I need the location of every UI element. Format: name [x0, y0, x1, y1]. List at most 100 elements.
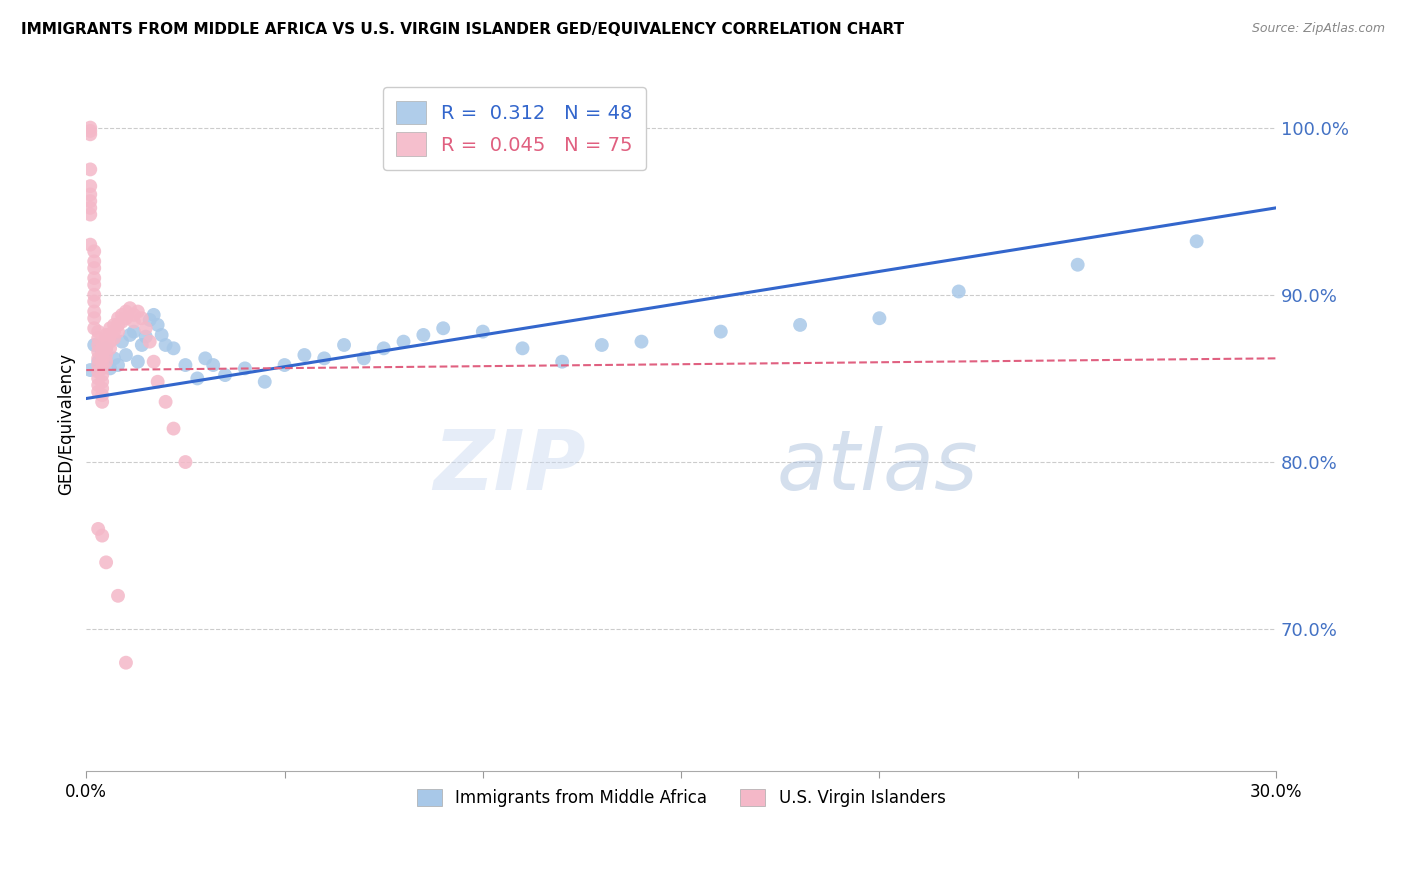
Point: [373, 342, 395, 356]
Point: [127, 354, 149, 368]
Point: [273, 358, 295, 372]
Point: [194, 351, 217, 366]
Text: atlas: atlas: [776, 425, 979, 507]
Point: [94, 334, 117, 349]
Point: [79, 237, 101, 252]
Legend: Immigrants from Middle Africa, U.S. Virgin Islanders: Immigrants from Middle Africa, U.S. Virg…: [408, 780, 953, 815]
Text: IMMIGRANTS FROM MIDDLE AFRICA VS U.S. VIRGIN ISLANDER GED/EQUIVALENCY CORRELATIO: IMMIGRANTS FROM MIDDLE AFRICA VS U.S. VI…: [21, 22, 904, 37]
Text: ZIP: ZIP: [433, 425, 586, 507]
Point: [87, 351, 110, 366]
Point: [91, 348, 114, 362]
Point: [83, 261, 105, 276]
Point: [91, 375, 114, 389]
Point: [103, 331, 125, 345]
Point: [142, 354, 165, 368]
Point: [1185, 235, 1208, 249]
Point: [83, 254, 105, 268]
Point: [233, 361, 256, 376]
Point: [83, 277, 105, 292]
Point: [79, 128, 101, 142]
Point: [139, 313, 162, 327]
Point: [103, 351, 125, 366]
Y-axis label: GED/Equivalency: GED/Equivalency: [58, 353, 75, 495]
Point: [146, 318, 169, 332]
Point: [83, 321, 105, 335]
Point: [91, 388, 114, 402]
Point: [146, 375, 169, 389]
Point: [83, 294, 105, 309]
Point: [131, 311, 153, 326]
Point: [87, 358, 110, 372]
Point: [111, 308, 134, 322]
Point: [79, 162, 101, 177]
Point: [87, 344, 110, 359]
Point: [98, 334, 121, 349]
Point: [186, 371, 208, 385]
Point: [79, 124, 101, 138]
Point: [87, 522, 110, 536]
Point: [79, 363, 101, 377]
Point: [79, 201, 101, 215]
Point: [98, 361, 121, 376]
Point: [868, 311, 890, 326]
Point: [83, 244, 105, 259]
Point: [292, 348, 315, 362]
Point: [91, 528, 114, 542]
Point: [551, 354, 574, 368]
Point: [353, 351, 375, 366]
Point: [83, 304, 105, 318]
Point: [94, 555, 117, 569]
Point: [103, 318, 125, 332]
Point: [118, 328, 141, 343]
Point: [91, 381, 114, 395]
Point: [87, 338, 110, 352]
Point: [131, 338, 153, 352]
Point: [1066, 258, 1088, 272]
Point: [432, 321, 454, 335]
Point: [142, 308, 165, 322]
Point: [122, 315, 145, 329]
Point: [162, 342, 184, 356]
Point: [412, 328, 434, 343]
Point: [139, 334, 162, 349]
Point: [91, 368, 114, 382]
Point: [214, 368, 236, 382]
Point: [91, 394, 114, 409]
Point: [333, 338, 356, 352]
Point: [155, 338, 177, 352]
Point: [79, 120, 101, 135]
Point: [91, 361, 114, 376]
Point: [162, 421, 184, 435]
Point: [135, 329, 157, 343]
Point: [789, 318, 811, 332]
Text: Source: ZipAtlas.com: Source: ZipAtlas.com: [1251, 22, 1385, 36]
Point: [122, 325, 145, 339]
Point: [83, 288, 105, 302]
Point: [79, 179, 101, 194]
Point: [98, 328, 121, 343]
Point: [98, 342, 121, 356]
Point: [115, 304, 138, 318]
Point: [91, 354, 114, 368]
Point: [135, 321, 157, 335]
Point: [630, 334, 652, 349]
Point: [87, 354, 110, 368]
Point: [103, 325, 125, 339]
Point: [107, 318, 129, 332]
Point: [115, 348, 138, 362]
Point: [94, 342, 117, 356]
Point: [111, 334, 134, 349]
Point: [94, 342, 117, 356]
Point: [91, 342, 114, 356]
Point: [87, 384, 110, 399]
Point: [87, 371, 110, 385]
Point: [948, 285, 970, 299]
Point: [253, 375, 276, 389]
Point: [87, 365, 110, 379]
Point: [202, 358, 225, 372]
Point: [87, 325, 110, 339]
Point: [127, 304, 149, 318]
Point: [83, 311, 105, 326]
Point: [79, 208, 101, 222]
Point: [107, 311, 129, 326]
